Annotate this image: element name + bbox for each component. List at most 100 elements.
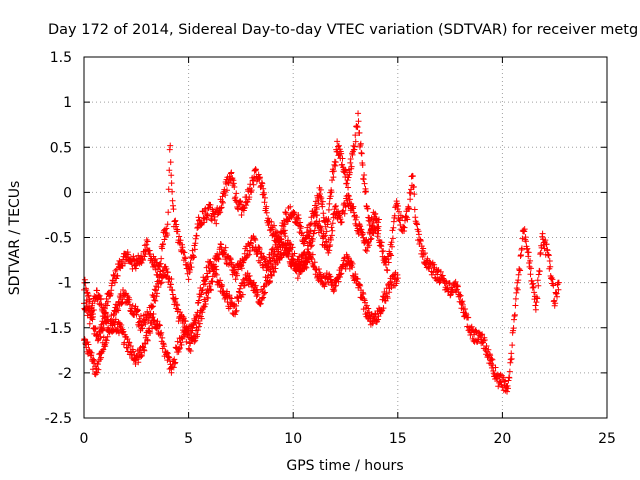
data-point [512,302,519,309]
data-point [334,138,341,145]
data-point [147,251,154,258]
data-point [172,217,179,224]
data-point [260,294,267,301]
data-point [551,297,558,304]
data-point [217,209,224,216]
data-point [303,257,310,264]
data-point [342,203,349,210]
data-point [323,228,330,235]
data-point [187,266,194,273]
data-point [384,295,391,302]
data-point [177,345,184,351]
data-point [95,366,102,373]
data-point [94,361,101,368]
data-point [211,217,218,224]
y-tick-label: 1 [63,95,72,111]
data-point [338,150,345,157]
data-point [97,301,104,308]
data-point [295,215,302,222]
data-point [99,327,106,334]
data-point [372,210,379,217]
data-point [314,212,321,219]
data-point [279,241,286,248]
data-point [158,255,165,262]
data-point [247,248,254,255]
data-point [539,230,546,237]
data-point [356,129,363,136]
data-point [169,197,176,204]
x-tick-label: 5 [184,431,193,447]
data-point [151,317,158,324]
data-point [372,311,379,318]
chart-title: Day 172 of 2014, Sidereal Day-to-day VTE… [48,22,638,38]
data-point [531,289,538,296]
data-point [244,198,251,205]
data-point [162,233,169,240]
data-point [483,343,490,350]
y-tick-label: 1.5 [50,50,72,66]
data-point [534,277,541,284]
data-point [85,341,92,348]
data-point [394,200,401,207]
data-point [96,292,103,299]
data-point [472,327,479,334]
data-point [330,168,337,175]
data-point [479,331,486,338]
data-point [246,251,253,258]
data-point [104,302,111,309]
data-point [328,224,335,231]
data-point [357,282,364,289]
data-point [182,255,189,262]
data-point [142,321,149,328]
data-point [150,310,157,317]
data-point [141,253,148,260]
data-point [150,303,157,310]
data-point [342,167,349,174]
data-point [165,186,172,193]
data-point [358,150,365,157]
data-point [395,215,402,222]
grid [84,57,607,418]
data-point [352,132,359,139]
data-point [305,249,312,256]
data-point [154,325,161,332]
data-point [267,278,274,285]
y-tick-label: -2 [58,366,72,382]
data-point [142,340,149,347]
data-point [164,269,171,276]
data-point [151,286,158,293]
data-point [367,236,374,243]
data-point [534,295,541,302]
data-point [224,288,231,295]
data-point [346,196,353,203]
data-point [329,220,336,227]
y-tick-labels: -2.5 -2 -1.5 -1 -0.5 0 0.5 1 1.5 [45,50,72,427]
data-point [278,236,285,243]
data-point [125,251,132,258]
data-point [238,265,245,272]
data-point [454,283,461,290]
data-point [294,275,301,282]
data-point [510,325,517,332]
data-point [347,156,354,163]
data-point [261,194,268,201]
data-point [309,251,316,258]
data-point [219,193,226,200]
data-point [411,206,418,213]
data-point [232,276,239,283]
data-point [409,173,416,180]
data-point [195,317,202,324]
data-point [350,203,357,210]
y-tick-label: 0 [63,185,72,201]
data-point [188,264,195,271]
data-point [401,224,408,231]
y-axis-label: SDTVAR / TECUs [7,181,23,296]
data-point [250,181,257,188]
x-tick-label: 10 [284,431,302,447]
data-point [168,276,175,283]
data-point [283,210,290,217]
data-point [526,263,533,270]
data-point [311,227,318,234]
data-point [238,212,245,219]
